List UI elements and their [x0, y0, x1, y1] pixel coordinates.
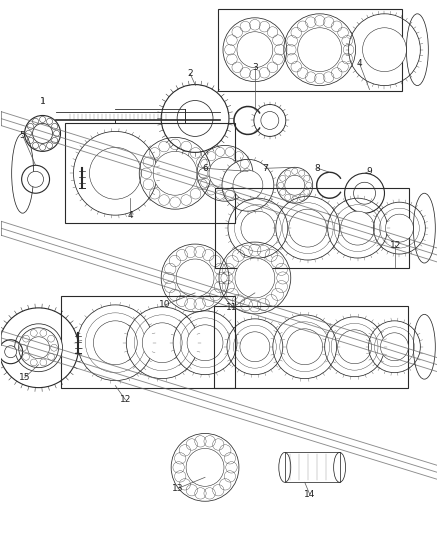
- Circle shape: [237, 32, 273, 68]
- Circle shape: [142, 323, 182, 362]
- Text: 3: 3: [252, 63, 258, 72]
- Text: 5: 5: [20, 131, 25, 140]
- Text: 1: 1: [40, 97, 46, 106]
- Circle shape: [338, 330, 371, 364]
- Circle shape: [298, 28, 342, 71]
- Text: 7: 7: [262, 164, 268, 173]
- Text: 13: 13: [173, 484, 184, 493]
- Circle shape: [153, 151, 197, 195]
- Circle shape: [363, 28, 406, 71]
- Text: 2: 2: [187, 69, 193, 78]
- Text: 8: 8: [315, 164, 321, 173]
- Text: 4: 4: [357, 59, 362, 68]
- Circle shape: [28, 171, 43, 187]
- Circle shape: [89, 148, 141, 199]
- Circle shape: [187, 325, 223, 361]
- Circle shape: [285, 175, 305, 195]
- Circle shape: [28, 337, 49, 359]
- Text: 11: 11: [226, 303, 238, 312]
- Bar: [215, 188, 410, 268]
- Circle shape: [241, 211, 275, 245]
- Circle shape: [235, 258, 275, 298]
- Circle shape: [341, 211, 374, 245]
- Bar: [214, 306, 408, 387]
- Text: 10: 10: [159, 301, 171, 309]
- Text: 12: 12: [390, 240, 401, 249]
- Text: 4: 4: [127, 211, 133, 220]
- Circle shape: [93, 321, 137, 365]
- Circle shape: [186, 448, 224, 486]
- Text: 14: 14: [304, 490, 315, 499]
- Circle shape: [176, 259, 214, 297]
- Text: 6: 6: [202, 164, 208, 173]
- Text: 9: 9: [367, 167, 372, 176]
- Circle shape: [240, 332, 270, 362]
- Circle shape: [261, 111, 279, 130]
- Circle shape: [287, 329, 323, 365]
- Bar: [66, 124, 235, 223]
- Bar: [60, 296, 235, 387]
- Circle shape: [14, 324, 63, 372]
- Bar: [218, 9, 403, 91]
- Circle shape: [385, 214, 413, 242]
- Circle shape: [5, 346, 17, 358]
- Circle shape: [177, 101, 213, 136]
- Circle shape: [233, 171, 263, 200]
- Circle shape: [209, 157, 241, 189]
- Circle shape: [32, 124, 53, 143]
- Circle shape: [353, 182, 375, 204]
- Circle shape: [381, 333, 408, 361]
- Bar: [285, 453, 339, 482]
- Text: 15: 15: [19, 373, 30, 382]
- Circle shape: [289, 209, 327, 247]
- Text: 12: 12: [120, 395, 131, 404]
